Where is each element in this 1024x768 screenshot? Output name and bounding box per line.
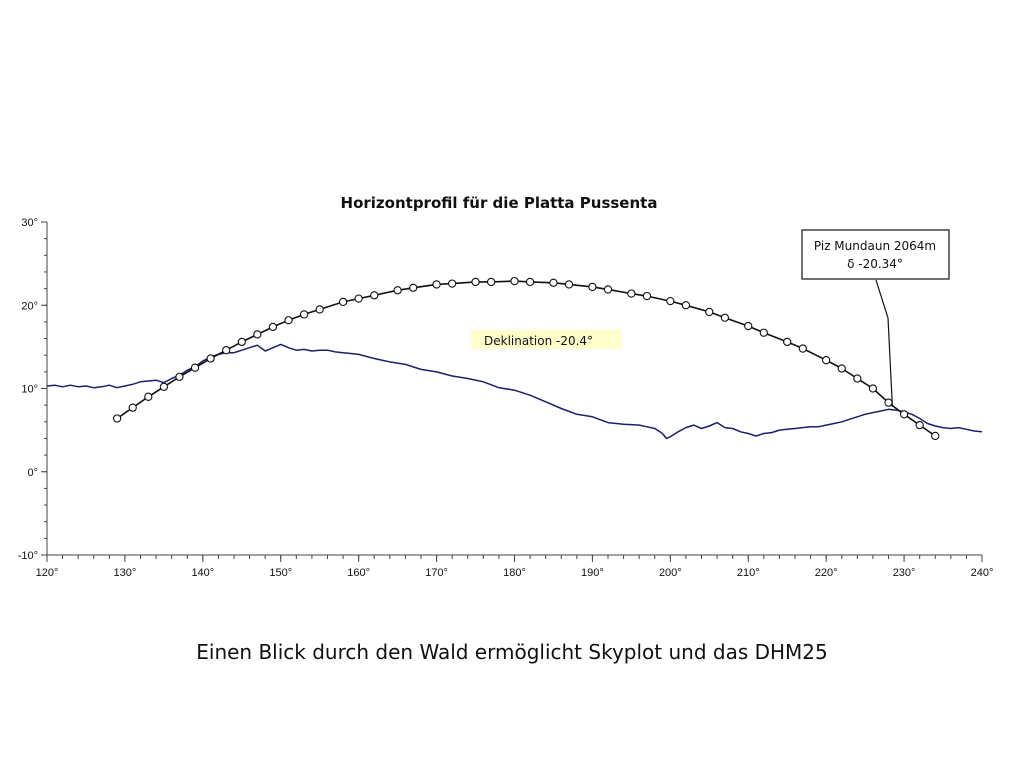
declination-point	[783, 337, 792, 347]
declination-point	[720, 313, 730, 322]
declination-point	[525, 277, 535, 287]
declination-point	[315, 305, 324, 314]
declination-point	[222, 346, 231, 355]
declination-point	[175, 372, 184, 381]
declination-point	[837, 364, 846, 373]
y-tick-label: 10°	[21, 384, 38, 396]
declination-point	[564, 280, 574, 289]
declination-point	[486, 277, 496, 287]
declination-point	[159, 382, 169, 391]
slide-caption: Einen Blick durch den Wald ermöglicht Sk…	[196, 640, 828, 664]
declination-point	[588, 282, 597, 292]
x-tick-label: 130°	[114, 567, 137, 579]
declination-point	[144, 392, 153, 401]
y-tick-label: 30°	[21, 217, 38, 229]
declination-point	[253, 330, 262, 339]
piz-mundaun-callout-box	[801, 229, 950, 280]
declination-point	[868, 384, 878, 393]
declination-point	[190, 363, 200, 372]
declination-point	[666, 296, 675, 306]
declination-point	[603, 285, 613, 294]
x-tick-label: 190°	[581, 567, 604, 579]
horizon-profile-line	[46, 343, 983, 440]
declination-point	[338, 297, 348, 307]
series-layer	[46, 276, 983, 441]
piz-mundaun-callout-line-2: δ -20.34°	[847, 257, 903, 271]
declination-point	[931, 431, 940, 441]
declination-point	[471, 277, 480, 287]
deklination-label-text: Deklination -20.4°	[484, 334, 593, 348]
declination-point	[432, 280, 441, 289]
declination-point	[370, 291, 379, 300]
x-tick-label: 170°	[425, 567, 448, 579]
x-tick-label: 150°	[269, 567, 292, 579]
declination-point	[681, 301, 691, 310]
declination-point	[642, 291, 652, 301]
x-tick-label: 200°	[659, 567, 682, 579]
declination-point	[549, 278, 558, 287]
declination-point	[705, 307, 714, 317]
axes: 30° 20° 10° 0° -10° 120° 130° 140° 150° 160° 170° 1…	[18, 217, 994, 579]
chart-title: Horizontprofil für die Platta Pussenta	[341, 194, 658, 212]
declination-point	[884, 398, 893, 407]
x-tick-label: 240°	[971, 567, 994, 579]
declination-point	[112, 414, 122, 423]
piz-mundaun-callout-line-1: Piz Mundaun 2064m	[814, 239, 936, 253]
declination-point	[268, 322, 278, 332]
y-tick-label: 20°	[21, 300, 38, 312]
piz-mundaun-callout-leader	[875, 279, 893, 407]
declination-point	[822, 356, 831, 365]
declination-point	[206, 354, 215, 363]
declination-point	[393, 286, 402, 295]
piz-mundaun-callout: Piz Mundaun 2064m δ -20.34°	[801, 229, 950, 407]
declination-point	[915, 420, 924, 430]
declination-point	[128, 403, 137, 412]
x-tick-label: 120°	[36, 567, 59, 579]
y-tick-label: -10°	[18, 550, 38, 562]
declination-point	[899, 410, 909, 419]
declination-point	[448, 279, 457, 288]
declination-point	[744, 321, 753, 331]
x-tick-label: 230°	[893, 567, 916, 579]
declination-point	[759, 328, 768, 337]
declination-curve-line	[116, 280, 936, 437]
declination-point	[798, 344, 807, 353]
declination-point	[237, 337, 246, 347]
declination-point	[299, 310, 309, 319]
declination-point	[409, 283, 418, 292]
declination-point	[354, 294, 363, 303]
declination-point	[284, 316, 293, 325]
declination-point	[853, 374, 862, 383]
x-tick-label: 180°	[503, 567, 526, 579]
declination-point	[510, 276, 519, 286]
y-tick-label: 0°	[27, 467, 38, 479]
x-tick-label: 210°	[737, 567, 760, 579]
deklination-label-background	[471, 330, 622, 349]
x-tick-label: 140°	[191, 567, 214, 579]
x-tick-label: 160°	[347, 567, 370, 579]
declination-point	[627, 289, 636, 298]
deklination-label: Deklination -20.4°	[471, 330, 622, 349]
x-tick-label: 220°	[815, 567, 838, 579]
